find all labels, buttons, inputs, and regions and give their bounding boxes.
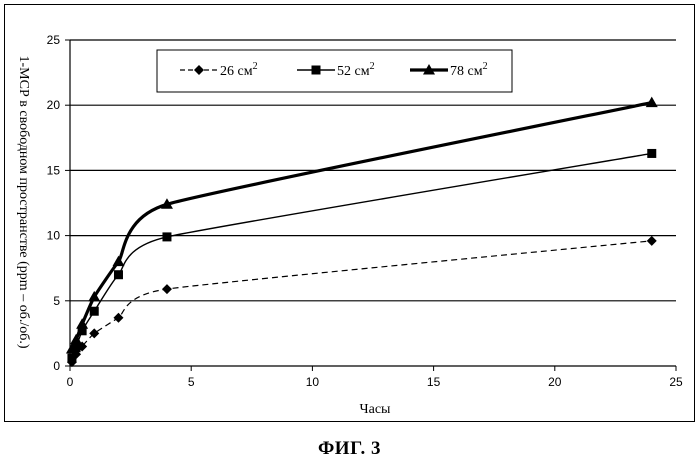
data-point-square (67, 354, 76, 363)
data-point-diamond (162, 284, 172, 294)
legend-label: 26 см2 (220, 61, 258, 79)
series-diamond (67, 236, 657, 367)
legend-label-superscript: 2 (483, 61, 488, 72)
y-tick-label: 0 (53, 359, 60, 373)
series-line (72, 103, 652, 349)
legend-label: 78 см2 (450, 61, 488, 79)
x-tick-label: 20 (548, 375, 562, 389)
y-axis-title: 1-МСР в свободном пространстве (ppm – об… (16, 56, 31, 349)
figure-caption: ФИГ. 3 (0, 438, 699, 460)
series-square (67, 149, 656, 363)
x-axis-title: Часы (360, 402, 392, 417)
legend-marker-square (312, 66, 321, 75)
legend-label-superscript: 2 (253, 61, 258, 72)
series-layer (66, 97, 658, 367)
data-point-square (647, 149, 656, 158)
y-tick-label: 5 (53, 294, 60, 308)
x-tick-label: 15 (427, 375, 441, 389)
series-line (72, 153, 652, 358)
x-tick-label: 0 (67, 375, 74, 389)
y-tick-label: 10 (47, 229, 61, 243)
data-point-square (162, 232, 171, 241)
y-tick-label: 25 (47, 33, 61, 47)
y-tick-label: 15 (47, 163, 61, 177)
data-point-square (90, 307, 99, 316)
legend-label: 52 см2 (337, 61, 375, 79)
data-point-square (114, 270, 123, 279)
y-tick-label: 20 (47, 98, 61, 112)
legend: 26 см2 52 см2 78 см2 (157, 50, 512, 92)
x-tick-label: 10 (306, 375, 320, 389)
legend-label-superscript: 2 (370, 61, 375, 72)
x-tick-label: 5 (188, 375, 195, 389)
data-point-diamond (647, 236, 657, 246)
chart-svg: 0 5 10 15 20 25 0 5 10 15 20 25 Часы 1-МСР в свобод… (0, 0, 699, 430)
series-triangle (66, 97, 658, 354)
x-tick-label: 25 (669, 375, 683, 389)
series-line (72, 241, 652, 362)
data-point-triangle (112, 256, 124, 267)
